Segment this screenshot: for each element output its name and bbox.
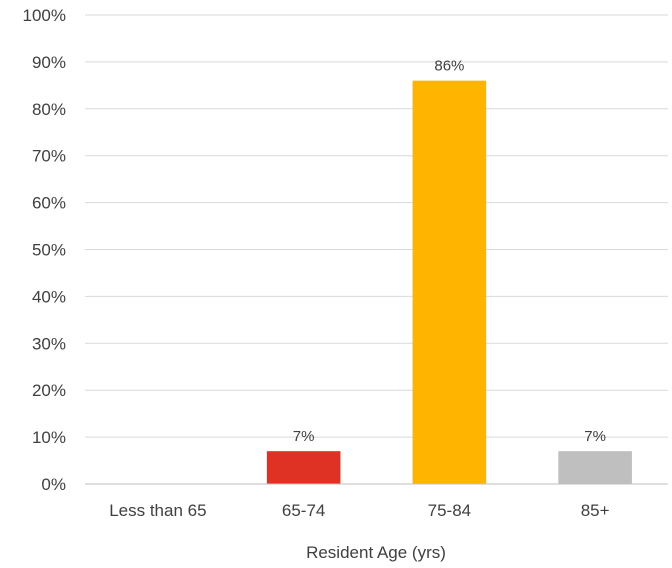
y-tick-label: 0%: [41, 475, 66, 494]
y-tick-label: 100%: [23, 6, 66, 25]
y-tick-label: 90%: [32, 53, 66, 72]
y-axis-ticks: 0% 10% 20% 30% 40% 50% 60% 70% 80% 90% 100%: [23, 6, 66, 494]
data-label: 7%: [293, 428, 315, 445]
bar: [412, 80, 487, 484]
y-tick-label: 30%: [32, 334, 66, 353]
data-label: 86%: [434, 58, 464, 75]
y-tick-label: 70%: [32, 147, 66, 166]
y-tick-label: 40%: [32, 287, 66, 306]
data-labels: 7% 86% 7%: [293, 58, 606, 446]
y-tick-label: 10%: [32, 428, 66, 447]
bar: [558, 451, 632, 484]
data-label: 7%: [584, 428, 606, 445]
x-axis-categories: Less than 65 65-74 75-84 85+: [109, 501, 609, 520]
y-tick-label: 50%: [32, 241, 66, 260]
y-tick-label: 20%: [32, 381, 66, 400]
x-category-label: 75-84: [428, 501, 471, 520]
y-tick-label: 80%: [32, 100, 66, 119]
gridlines: [85, 14, 668, 438]
x-category-label: 85+: [581, 501, 610, 520]
x-category-label: Less than 65: [109, 501, 206, 520]
x-category-label: 65-74: [282, 501, 325, 520]
bars: [266, 80, 632, 484]
x-axis-title: Resident Age (yrs): [306, 543, 446, 562]
bar: [266, 451, 341, 484]
y-tick-label: 60%: [32, 194, 66, 213]
